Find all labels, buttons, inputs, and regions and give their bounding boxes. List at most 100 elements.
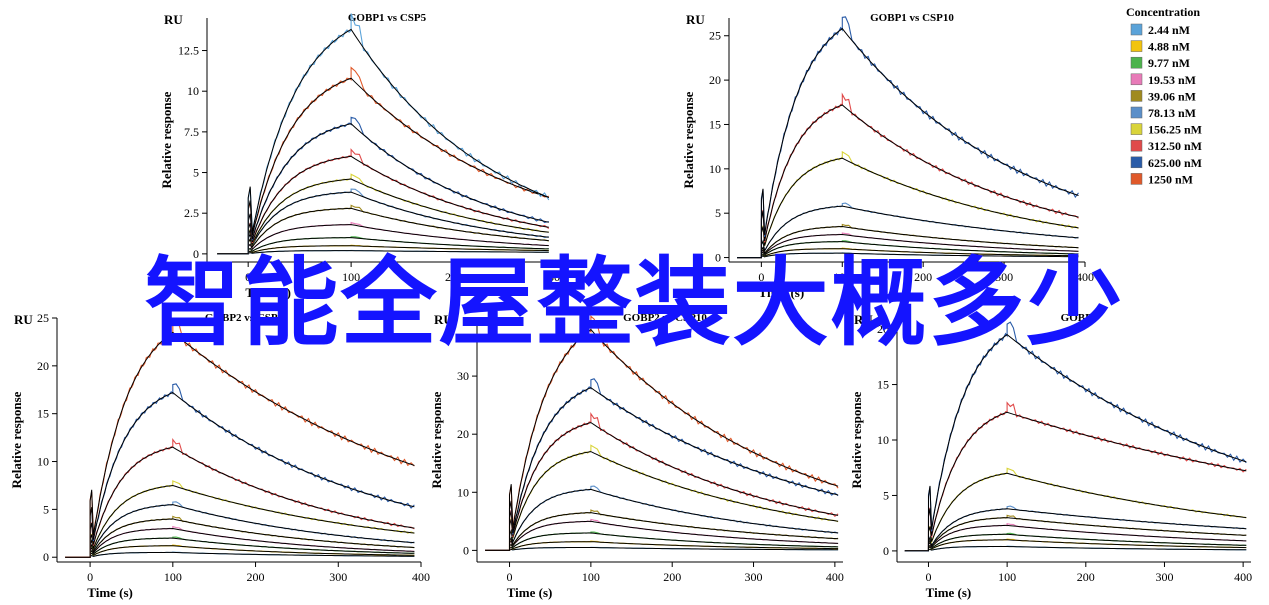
panel-title: GOBP2 vs CSP10 [623, 312, 707, 324]
fit-curve [217, 207, 549, 255]
y-axis-label: Relative response [681, 91, 696, 188]
fit-curve [217, 178, 549, 255]
series-curve [217, 116, 549, 255]
legend-label: 1250 nM [1148, 172, 1193, 186]
fit-curve [217, 155, 549, 255]
panel-title: GOBP2 vs CSP5 [205, 312, 284, 324]
x-tick-label: 300 [995, 270, 1013, 284]
y-axis-label: Relative response [849, 391, 864, 488]
y-axis-label: Relative response [9, 391, 24, 488]
y-tick-label: 10 [709, 162, 721, 176]
fit-curve [485, 541, 839, 551]
series-curve [737, 16, 1079, 259]
chart-panel: 0 2.5 5 7.5 10 12.5 0 100 200 300 RU GOBP1 vs CSP5 T… [159, 12, 566, 300]
x-tick-label: 0 [507, 570, 513, 584]
x-tick-label: 100 [998, 570, 1016, 584]
fit-curve [904, 517, 1247, 552]
y-tick-label: 20 [877, 322, 889, 336]
x-tick-label: 300 [329, 570, 347, 584]
fit-curve [65, 484, 415, 558]
y-tick-label: 5 [43, 502, 49, 516]
fit-curve [65, 551, 415, 558]
legend-label: 9.77 nM [1148, 56, 1190, 70]
fit-curve [65, 392, 415, 558]
y-tick-label: 0 [883, 544, 889, 558]
unit-label: RU [434, 312, 453, 327]
legend-swatch [1130, 90, 1143, 102]
y-tick-label: 10 [187, 84, 199, 98]
y-tick-label: 20 [37, 359, 49, 373]
legend-swatch [1130, 23, 1143, 36]
legend-swatch [1130, 106, 1143, 119]
y-tick-label: 0 [193, 247, 199, 261]
x-axis-label: Time (s) [87, 585, 133, 600]
fit-curve [904, 472, 1247, 552]
y-tick-label: 15 [709, 117, 721, 131]
x-tick-label: 100 [582, 570, 600, 584]
legend-swatch [1130, 173, 1143, 185]
legend-label: 312.50 nM [1148, 139, 1202, 153]
fit-curve [65, 545, 415, 558]
legend-swatch [1130, 56, 1143, 69]
y-tick-label: 15 [37, 407, 49, 421]
fit-curve [737, 252, 1079, 259]
x-tick-label: 200 [445, 270, 463, 284]
series-curve [217, 66, 549, 255]
fit-curve [904, 411, 1247, 552]
fit-curve [904, 546, 1247, 552]
fit-curve [737, 104, 1079, 259]
x-tick-label: 0 [925, 570, 931, 584]
overlay-title: 智能全屋整装大概多少 [144, 247, 1125, 359]
legend-label: 4.88 nM [1148, 40, 1190, 54]
legend-label: 19.53 nM [1148, 73, 1196, 87]
y-tick-label: 5 [715, 206, 721, 220]
fit-curve [65, 331, 415, 558]
legend-label: 2.44 nM [1148, 23, 1190, 37]
legend-label: 78.13 nM [1148, 106, 1196, 120]
fit-curve [65, 446, 415, 558]
fit-curve [217, 237, 549, 255]
fit-curve [737, 157, 1079, 259]
legend-swatch [1130, 139, 1143, 152]
fit-curve [737, 205, 1079, 259]
fit-curve [217, 191, 549, 255]
fit-curve [485, 512, 839, 551]
fit-curve [737, 225, 1079, 259]
y-tick-label: 7.5 [184, 125, 199, 139]
x-tick-label: 200 [914, 270, 932, 284]
legend: Concentration 2.44 nM 4.88 nM 9.77 nM 19.53 … [1126, 5, 1202, 186]
y-tick-label: 5 [883, 488, 889, 502]
y-tick-label: 5 [193, 166, 199, 180]
x-axis-label: Time (s) [507, 585, 553, 600]
x-tick-label: 100 [164, 570, 182, 584]
y-tick-label: 12.5 [178, 44, 199, 58]
legend-swatch [1130, 123, 1143, 135]
legend-label: 156.25 nM [1148, 123, 1202, 137]
x-tick-label: 300 [1155, 570, 1173, 584]
fit-curve [217, 250, 549, 255]
x-tick-label: 400 [1234, 570, 1252, 584]
chart-panel: 0 5 10 15 20 25 0 100 200 300 400 RU GOBP2 vs CSP5 Ti… [9, 311, 430, 600]
fit-curve [217, 123, 549, 255]
legend-label: 625.00 nM [1148, 156, 1202, 170]
legend-label: 39.06 nM [1148, 89, 1196, 103]
y-tick-label: 0 [43, 550, 49, 564]
y-tick-label: 10 [457, 485, 469, 499]
fit-curve [65, 504, 415, 558]
fit-curve [485, 451, 839, 551]
fit-curve [217, 245, 549, 255]
fit-curve [904, 508, 1247, 552]
fit-curve [737, 234, 1079, 259]
y-tick-label: 2.5 [184, 206, 199, 220]
x-axis-label: Time (s) [926, 585, 972, 600]
legend-title: Concentration [1126, 5, 1200, 19]
fit-curve [217, 77, 549, 255]
y-tick-label: 20 [709, 73, 721, 87]
fit-curve [485, 547, 839, 551]
x-tick-label: 300 [745, 570, 763, 584]
fit-curve [485, 488, 839, 551]
y-tick-label: 25 [709, 29, 721, 43]
